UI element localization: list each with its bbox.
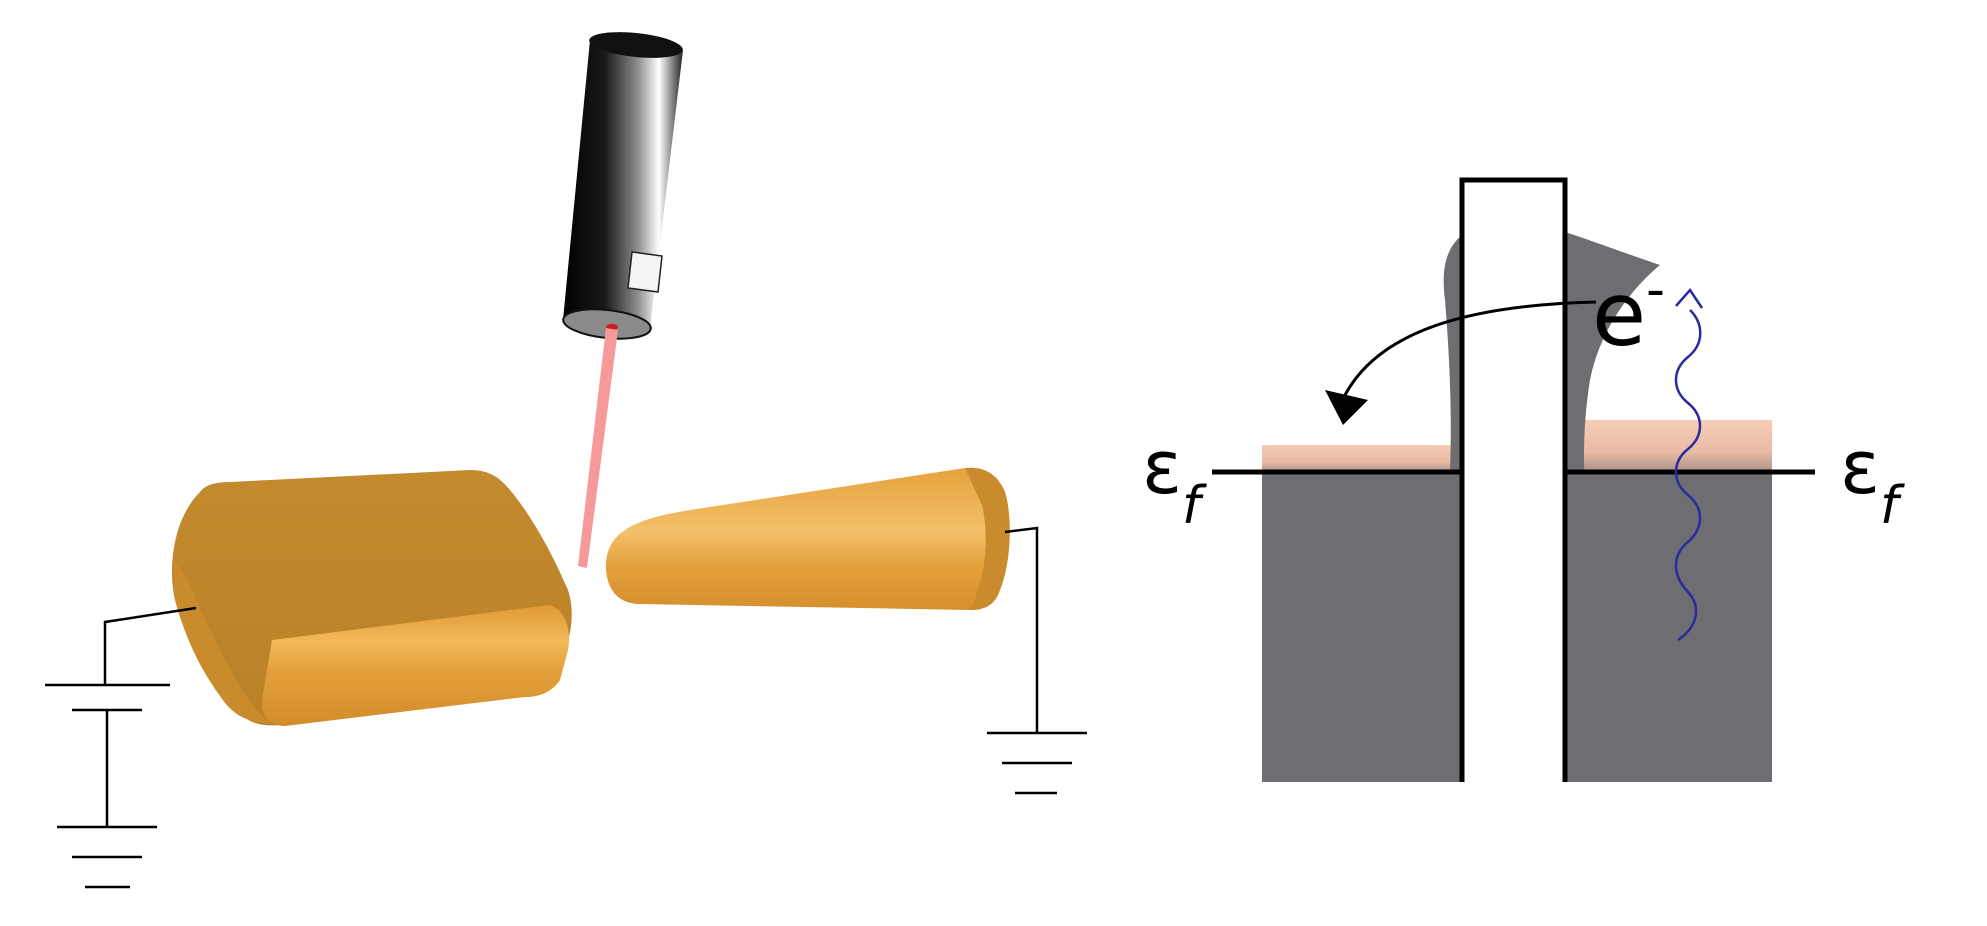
fermi-label-left: εf bbox=[1142, 425, 1207, 536]
laser-beam bbox=[578, 328, 618, 568]
laser-probe bbox=[562, 32, 683, 340]
left-metal bbox=[1262, 470, 1462, 782]
left-electrode bbox=[171, 470, 572, 726]
fermi-label-right: εf bbox=[1840, 425, 1905, 536]
left-fermi-band bbox=[1262, 445, 1462, 473]
electron-label: e- bbox=[1592, 260, 1665, 366]
left-circuit bbox=[45, 606, 197, 889]
photon-wave bbox=[1674, 309, 1702, 642]
electron-arrow bbox=[1343, 300, 1597, 396]
right-panel: εf εf e- bbox=[1142, 177, 1905, 782]
left-panel bbox=[45, 32, 1087, 889]
electron-arrowhead bbox=[1325, 390, 1368, 425]
right-circuit bbox=[987, 526, 1087, 795]
right-fermi-band bbox=[1565, 420, 1772, 473]
right-electrode bbox=[605, 467, 1010, 610]
tunnel-barrier bbox=[1459, 177, 1568, 782]
left-dos-curve bbox=[1440, 235, 1462, 690]
right-dos-curve bbox=[1565, 232, 1665, 696]
photon-arrowhead bbox=[1675, 287, 1704, 309]
